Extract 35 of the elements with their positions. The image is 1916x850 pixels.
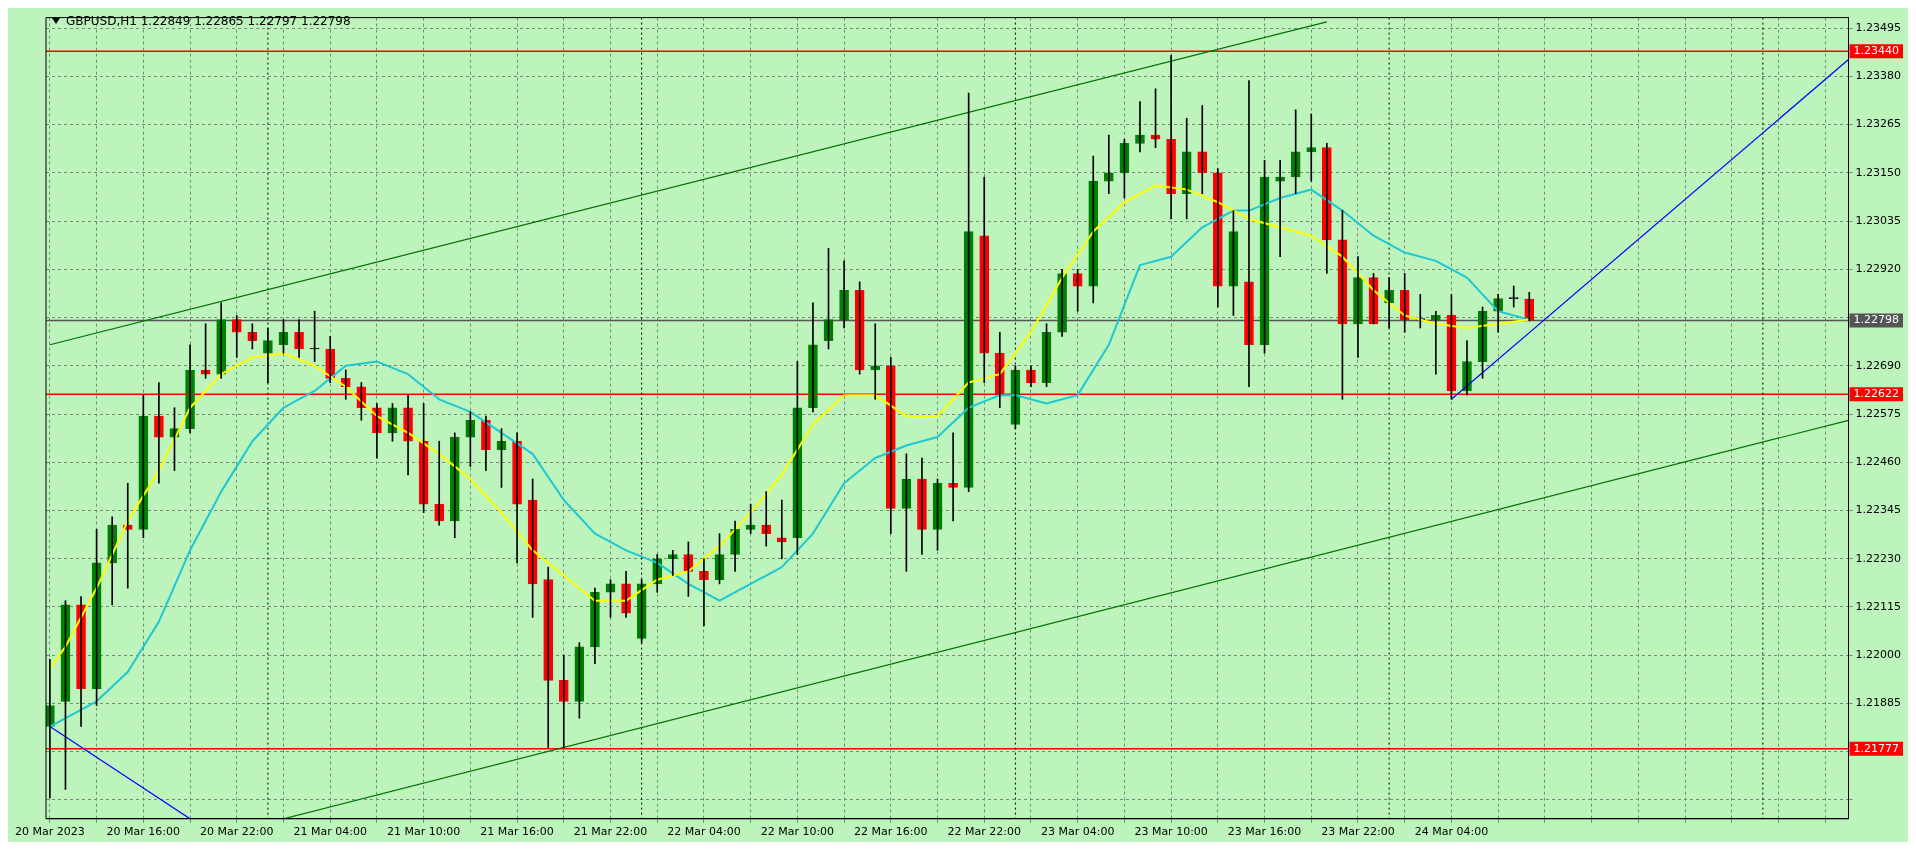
y-tick-label: 1.21885: [1855, 696, 1902, 710]
x-tick-label: 23 Mar 04:00: [1040, 825, 1115, 839]
ref-line-label: 1.21777: [1853, 741, 1900, 755]
y-tick-label: 1.22920: [1855, 262, 1902, 276]
y-tick-label: 1.23265: [1855, 117, 1902, 131]
x-tick-label: 21 Mar 22:00: [573, 825, 648, 839]
x-tick-label: 21 Mar 10:00: [386, 825, 461, 839]
ref-line-label: 1.23440: [1853, 44, 1900, 58]
y-tick-label: 1.22115: [1855, 599, 1902, 613]
y-tick-label: 1.22575: [1855, 406, 1902, 420]
ref-line-label: 1.22622: [1853, 387, 1900, 401]
x-tick-label: 22 Mar 10:00: [760, 825, 835, 839]
x-tick-label: 20 Mar 16:00: [106, 825, 181, 839]
y-tick-label: 1.22460: [1855, 455, 1902, 469]
y-tick-label: 1.23035: [1855, 213, 1902, 227]
x-tick-label: 23 Mar 16:00: [1227, 825, 1302, 839]
y-tick-label: 1.23150: [1855, 165, 1902, 179]
ref-line-label: 1.22798: [1853, 313, 1900, 327]
x-tick-label: 22 Mar 04:00: [667, 825, 741, 839]
x-tick-label: 22 Mar 22:00: [947, 825, 1021, 839]
y-tick-label: 1.22000: [1855, 648, 1902, 662]
y-tick-label: 1.22345: [1855, 503, 1902, 517]
x-tick-label: 21 Mar 04:00: [293, 825, 367, 839]
x-tick-label: 22 Mar 16:00: [854, 825, 928, 839]
y-tick-label: 1.22230: [1855, 551, 1902, 565]
x-tick-label: 21 Mar 16:00: [480, 825, 554, 839]
y-tick-label: 1.23380: [1855, 69, 1902, 83]
chart-title: GBPUSD,H1 1.22849 1.22865 1.22797 1.22798: [66, 14, 351, 28]
x-tick-label: 20 Mar 22:00: [200, 825, 274, 839]
x-tick-label: 23 Mar 10:00: [1134, 825, 1208, 839]
x-tick-label: 23 Mar 22:00: [1321, 825, 1395, 839]
y-tick-label: 1.22690: [1855, 358, 1902, 372]
x-tick-label: 20 Mar 2023: [15, 825, 85, 839]
y-tick-label: 1.23495: [1855, 20, 1902, 34]
x-tick-label: 24 Mar 04:00: [1414, 825, 1489, 839]
